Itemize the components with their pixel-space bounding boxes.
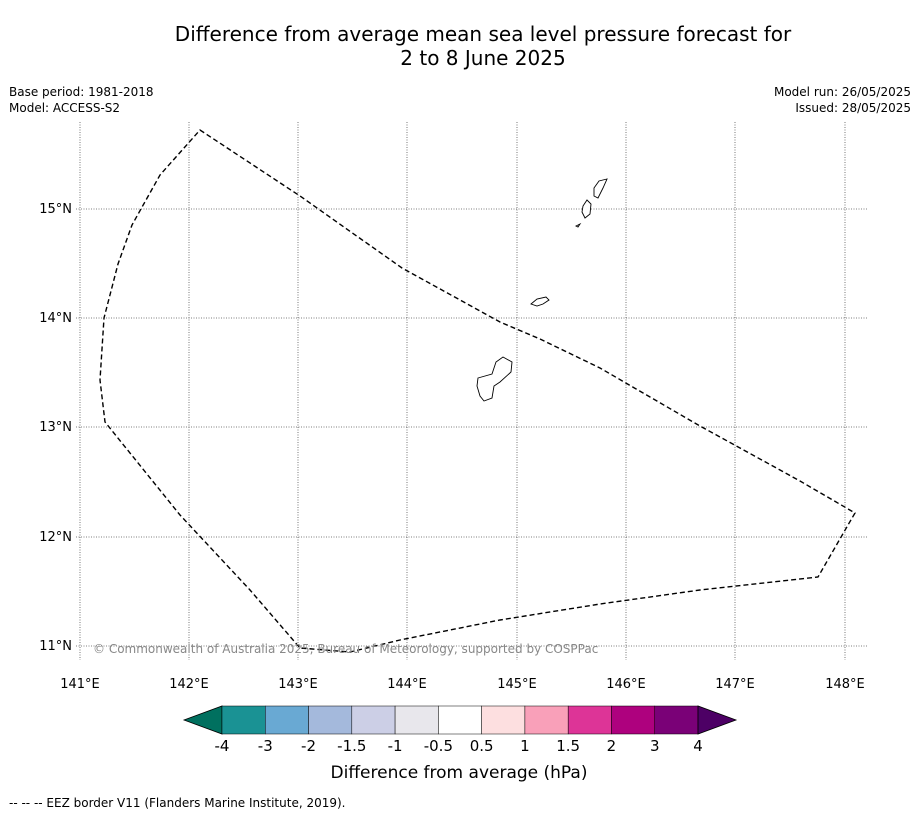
eez-border — [99, 129, 856, 653]
colorbar-segment — [265, 705, 309, 735]
model-name: Model: ACCESS-S2 — [9, 101, 121, 115]
colorbar-tick-label: -1 — [388, 737, 403, 755]
lat-label-15: 15°N — [39, 202, 72, 217]
island-aguijan — [574, 222, 582, 228]
colorbar-tick-label: -0.5 — [424, 737, 453, 755]
colorbar-segment — [654, 705, 699, 735]
colorbar-tick-label: 0.5 — [470, 737, 494, 755]
lat-label-13: 13°N — [39, 420, 72, 435]
map-gridlines — [76, 122, 868, 660]
colorbar-tick-label: 1 — [520, 737, 530, 755]
lon-label-146: 146°E — [606, 677, 646, 692]
islands — [476, 178, 608, 402]
colorbar-tick-label: 4 — [693, 737, 703, 755]
island-rota — [530, 296, 550, 307]
colorbar-segment — [567, 705, 612, 735]
colorbar-segment — [524, 705, 569, 735]
issued-date: Issued: 28/05/2025 — [795, 101, 911, 115]
lat-label-14: 14°N — [39, 311, 72, 326]
title-line-1: Difference from average mean sea level p… — [174, 22, 792, 46]
colorbar-tick-label: -4 — [215, 737, 230, 755]
lon-label-148: 148°E — [825, 677, 865, 692]
colorbar-tick-label: -3 — [258, 737, 273, 755]
lon-label-142: 142°E — [169, 677, 209, 692]
meta-right: Model run: 26/05/2025 Issued: 28/05/2025 — [774, 84, 911, 116]
lon-labels: 141°E 142°E 143°E 144°E 145°E 146°E 147°… — [60, 677, 865, 692]
colorbar-label: Difference from average (hPa) — [331, 763, 588, 783]
lat-label-11: 11°N — [39, 639, 72, 654]
lon-label-141: 141°E — [60, 677, 100, 692]
colorbar-segment — [308, 705, 353, 735]
colorbar-tick-label: -2 — [301, 737, 316, 755]
colorbar-segment — [611, 705, 655, 735]
colorbar-tick-label: 3 — [650, 737, 660, 755]
colorbar-segment — [394, 705, 439, 735]
meta-left: Base period: 1981-2018 Model: ACCESS-S2 — [9, 84, 154, 116]
lat-label-12: 12°N — [39, 530, 72, 545]
colorbar: -4 -3 -2 -1.5 -1 -0.5 0.5 1 1.5 2 3 4 Difference fr… — [182, 705, 738, 783]
island-guam — [476, 356, 513, 402]
title-line-2: 2 to 8 June 2025 — [400, 46, 566, 70]
lon-label-144: 144°E — [387, 677, 427, 692]
colorbar-under-arrow — [182, 705, 223, 735]
lat-labels: 15°N 14°N 13°N 12°N 11°N — [39, 202, 72, 654]
lon-label-143: 143°E — [278, 677, 318, 692]
colorbar-tick-label: -1.5 — [337, 737, 366, 755]
lon-label-147: 147°E — [715, 677, 755, 692]
base-period: Base period: 1981-2018 — [9, 85, 154, 99]
colorbar-over-arrow — [697, 705, 738, 735]
map-plot: © Commonwealth of Australia 2025, Bureau… — [39, 122, 868, 692]
eez-footnote: -- -- -- EEZ border V11 (Flanders Marine… — [9, 796, 346, 810]
colorbar-segment — [481, 705, 526, 735]
colorbar-segment — [351, 705, 396, 735]
chart-title: Difference from average mean sea level p… — [0, 22, 919, 70]
colorbar-segment — [438, 705, 482, 735]
colorbar-tick-label: 2 — [607, 737, 617, 755]
colorbar-tick-label: 1.5 — [556, 737, 580, 755]
lon-label-145: 145°E — [497, 677, 537, 692]
copyright-note: © Commonwealth of Australia 2025, Bureau… — [93, 642, 598, 656]
island-saipan — [593, 178, 608, 199]
island-tinian — [581, 199, 592, 219]
model-run: Model run: 26/05/2025 — [773, 85, 911, 99]
colorbar-segment — [221, 705, 266, 735]
